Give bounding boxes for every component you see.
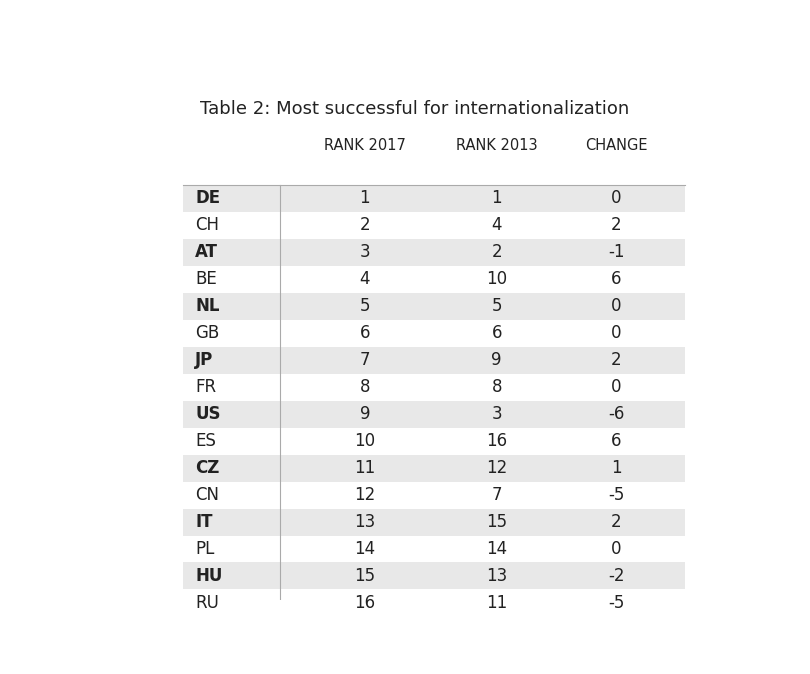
Text: 9: 9 [492, 351, 502, 369]
Text: -5: -5 [608, 594, 625, 612]
Text: 8: 8 [492, 378, 502, 396]
Bar [183, 454, 685, 481]
Text: 6: 6 [611, 270, 621, 288]
Text: RANK 2017: RANK 2017 [324, 138, 406, 153]
Text: GB: GB [195, 324, 220, 342]
Bar [183, 239, 685, 266]
Text: AT: AT [195, 243, 219, 261]
Text: 4: 4 [360, 270, 370, 288]
Text: 16: 16 [354, 594, 376, 612]
Text: 14: 14 [354, 540, 376, 558]
Text: RU: RU [195, 594, 220, 612]
Text: 0: 0 [611, 540, 621, 558]
Text: CN: CN [195, 486, 220, 504]
Bar [183, 293, 685, 319]
Text: 12: 12 [486, 459, 507, 477]
Text: 3: 3 [492, 405, 502, 423]
Text: 12: 12 [354, 486, 376, 504]
Text: 14: 14 [486, 540, 507, 558]
Text: 10: 10 [486, 270, 507, 288]
Text: HU: HU [195, 567, 223, 585]
Text: 0: 0 [611, 324, 621, 342]
Text: 5: 5 [360, 297, 370, 315]
Bar [183, 400, 685, 427]
Text: -1: -1 [608, 243, 625, 261]
Text: 11: 11 [486, 594, 507, 612]
Text: -6: -6 [608, 405, 625, 423]
Text: 5: 5 [492, 297, 502, 315]
Text: FR: FR [195, 378, 216, 396]
Text: 0: 0 [611, 378, 621, 396]
Text: 0: 0 [611, 189, 621, 207]
Text: BE: BE [195, 270, 217, 288]
Bar [183, 346, 685, 373]
Text: 2: 2 [611, 351, 621, 369]
Text: 1: 1 [360, 189, 370, 207]
Text: 4: 4 [492, 216, 502, 234]
Text: -5: -5 [608, 486, 625, 504]
Text: 1: 1 [492, 189, 502, 207]
Text: 6: 6 [492, 324, 502, 342]
Text: -2: -2 [608, 567, 625, 585]
Bar [183, 185, 685, 212]
Text: 15: 15 [354, 567, 376, 585]
Text: US: US [195, 405, 221, 423]
Text: 9: 9 [360, 405, 370, 423]
Text: DE: DE [195, 189, 220, 207]
Text: 0: 0 [611, 297, 621, 315]
Text: 10: 10 [354, 432, 376, 450]
Text: 7: 7 [492, 486, 502, 504]
Text: PL: PL [195, 540, 215, 558]
Text: 2: 2 [611, 216, 621, 234]
Text: 2: 2 [360, 216, 370, 234]
Text: IT: IT [195, 513, 213, 531]
Text: 11: 11 [354, 459, 376, 477]
Text: 2: 2 [611, 513, 621, 531]
Text: 6: 6 [360, 324, 370, 342]
Text: 8: 8 [360, 378, 370, 396]
Text: 2: 2 [492, 243, 502, 261]
Text: CHANGE: CHANGE [585, 138, 647, 153]
Text: 13: 13 [354, 513, 376, 531]
Text: 6: 6 [611, 432, 621, 450]
Text: 13: 13 [486, 567, 507, 585]
Bar [183, 508, 685, 536]
Text: RANK 2013: RANK 2013 [456, 138, 538, 153]
Text: ES: ES [195, 432, 216, 450]
Bar [183, 563, 685, 590]
Text: 16: 16 [486, 432, 507, 450]
Text: JP: JP [195, 351, 214, 369]
Text: 15: 15 [486, 513, 507, 531]
Text: CH: CH [195, 216, 220, 234]
Text: Table 2: Most successful for internationalization: Table 2: Most successful for internation… [201, 100, 629, 119]
Text: 1: 1 [611, 459, 621, 477]
Text: 7: 7 [360, 351, 370, 369]
Text: CZ: CZ [195, 459, 220, 477]
Text: 3: 3 [360, 243, 370, 261]
Text: NL: NL [195, 297, 220, 315]
